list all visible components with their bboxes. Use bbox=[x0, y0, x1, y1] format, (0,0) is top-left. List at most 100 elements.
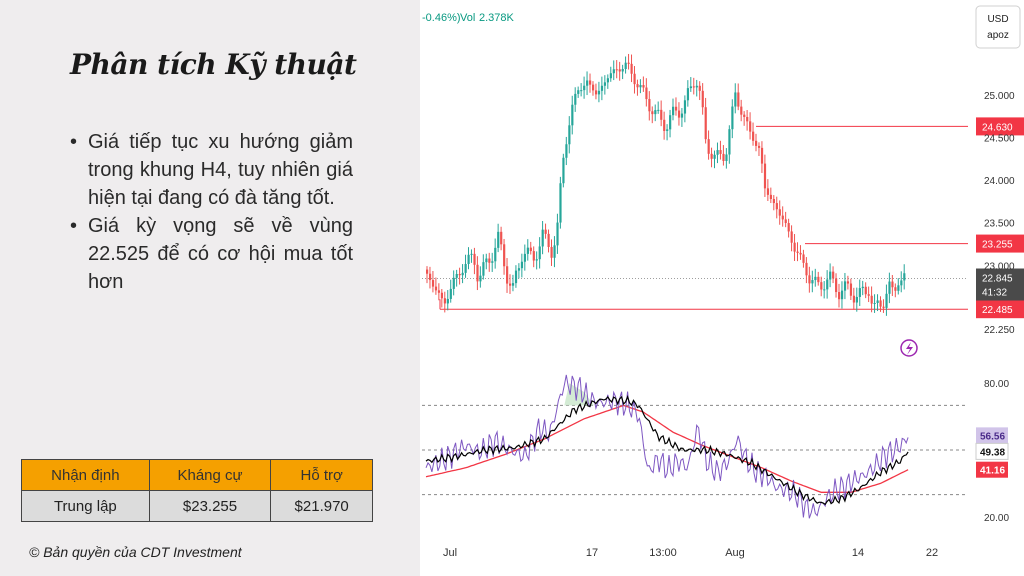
price-tick-label: 22.250 bbox=[984, 325, 1015, 336]
rsi-overbought-fill bbox=[564, 383, 594, 406]
time-tick-label: 14 bbox=[852, 547, 864, 559]
candle-body bbox=[811, 280, 814, 284]
candle-body bbox=[508, 283, 512, 286]
candle-body bbox=[597, 90, 601, 95]
candle-body bbox=[657, 109, 660, 111]
candle-body bbox=[763, 163, 767, 189]
candle-body bbox=[660, 109, 663, 120]
candle-body bbox=[778, 209, 781, 216]
candle-body bbox=[796, 251, 799, 253]
rsi-value-label: 56.56 bbox=[980, 431, 1005, 442]
candle-body bbox=[849, 283, 853, 296]
candle-body bbox=[511, 283, 515, 286]
level-price-tag bbox=[976, 117, 1024, 136]
candle-body bbox=[882, 306, 885, 308]
candle-body bbox=[680, 113, 684, 118]
candle-body bbox=[823, 289, 826, 291]
candle-body bbox=[852, 295, 856, 303]
current-price-label: 22.845 bbox=[982, 274, 1013, 285]
candle-body bbox=[749, 121, 752, 132]
candle-body bbox=[769, 194, 773, 200]
candle-body bbox=[799, 252, 802, 255]
candle-body bbox=[772, 199, 775, 204]
candle-body bbox=[428, 273, 432, 281]
candle-body bbox=[814, 276, 817, 281]
candle-body bbox=[725, 154, 728, 161]
candle-body bbox=[503, 244, 506, 267]
candle-body bbox=[506, 266, 509, 284]
chart-background bbox=[420, 0, 1024, 576]
price-tick-label: 24.000 bbox=[984, 176, 1015, 187]
time-axis: Jul 17 13:00 Aug 14 22 bbox=[443, 547, 938, 559]
candle-body bbox=[517, 268, 521, 271]
level-price-tag bbox=[976, 234, 1024, 253]
time-tick-label: 22 bbox=[926, 547, 938, 559]
alert-icon bbox=[900, 339, 918, 357]
candle-body bbox=[793, 242, 796, 252]
time-tick-label: Jul bbox=[443, 547, 457, 559]
candle-body bbox=[683, 100, 687, 114]
candle-body bbox=[752, 131, 755, 141]
candle-body bbox=[449, 288, 452, 299]
price-axis: 25.000 24.500 24.000 23.500 23.000 22.250 bbox=[984, 91, 1015, 336]
summary-table: Nhận định Kháng cự Hỗ trợ Trung lập $23.… bbox=[21, 459, 373, 522]
rsi-pane: 80.00 20.00 56.56 49.38 41.16 bbox=[422, 374, 1009, 524]
volume-label: Vol bbox=[460, 12, 475, 24]
candle-body bbox=[755, 140, 758, 146]
candle-body bbox=[583, 85, 586, 91]
currency-box[interactable]: USD apoz bbox=[975, 5, 1021, 49]
candle-body bbox=[870, 295, 873, 304]
candle-body bbox=[757, 145, 761, 148]
candle-body bbox=[704, 107, 707, 140]
candle-body bbox=[440, 292, 444, 299]
rsi-line bbox=[425, 374, 909, 519]
candle-body bbox=[642, 85, 645, 88]
time-tick-label: 13:00 bbox=[649, 547, 677, 559]
header-resistance: Kháng cự bbox=[148, 459, 272, 491]
candle-body bbox=[594, 90, 598, 95]
candle-body bbox=[497, 231, 500, 248]
level-price-tag-label: 23.255 bbox=[982, 240, 1013, 251]
candle-body bbox=[855, 296, 858, 303]
header-support: Hỗ trợ bbox=[270, 459, 373, 491]
candle-body bbox=[553, 245, 556, 258]
candle-body bbox=[698, 85, 701, 91]
table-row: Trung lập $23.255 $21.970 bbox=[21, 490, 373, 522]
candle-body bbox=[689, 86, 692, 89]
candle-body bbox=[651, 111, 654, 115]
candle-body bbox=[452, 277, 455, 289]
price-tick-label: 25.000 bbox=[984, 91, 1015, 102]
candle-body bbox=[805, 262, 808, 276]
candle-body bbox=[488, 258, 491, 263]
candle-body bbox=[897, 285, 900, 291]
cell-resistance: $23.255 bbox=[148, 490, 272, 522]
chart-canvas[interactable]: -0.46%) Vol 2.378K USD apoz 80.00 20.00 56… bbox=[420, 0, 1024, 576]
candle-body bbox=[713, 154, 716, 159]
candle-body bbox=[843, 281, 847, 291]
candle-body bbox=[654, 110, 657, 115]
candle-body bbox=[446, 298, 449, 304]
price-chart[interactable]: -0.46%) Vol 2.378K USD apoz 80.00 20.00 56… bbox=[420, 0, 1024, 576]
candle-body bbox=[529, 247, 532, 252]
candle-body bbox=[461, 272, 464, 276]
candle-body bbox=[621, 69, 624, 72]
candle-body bbox=[491, 261, 494, 263]
candle-body bbox=[760, 147, 764, 164]
candle-body bbox=[547, 233, 550, 247]
candle-body bbox=[686, 88, 690, 101]
candle-body bbox=[829, 271, 832, 280]
candle-body bbox=[470, 253, 473, 255]
candle-body bbox=[879, 300, 882, 307]
candle-body bbox=[571, 104, 574, 126]
candle-body bbox=[746, 116, 749, 122]
candle-body bbox=[639, 85, 642, 88]
candle-body bbox=[627, 62, 630, 64]
unit-label: apoz bbox=[987, 30, 1009, 41]
slide-title: Phân tích Kỹ thuật bbox=[70, 48, 357, 81]
rsi-value-tag bbox=[975, 442, 1009, 460]
candle-body bbox=[784, 219, 787, 224]
rsi-axis-label: 80.00 bbox=[984, 379, 1009, 390]
candle-body bbox=[835, 278, 838, 293]
rsi-value-label: 49.38 bbox=[980, 447, 1005, 458]
candle-body bbox=[526, 247, 529, 254]
